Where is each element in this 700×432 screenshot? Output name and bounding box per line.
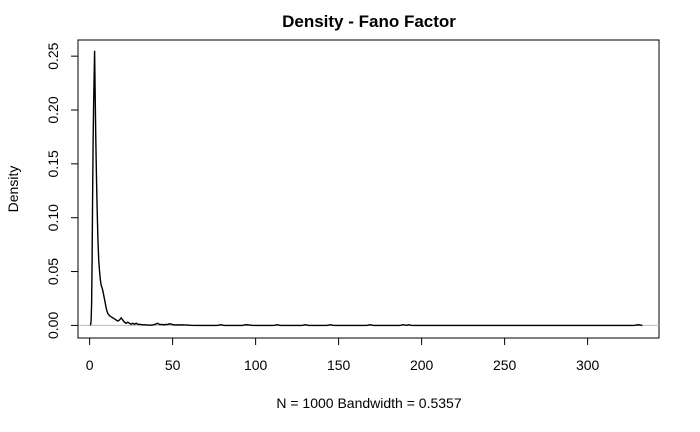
y-tick-label: 0.25 [45,42,61,69]
x-tick-label: 250 [493,357,517,373]
density-curve [89,50,643,327]
x-axis: 0 50 100 150 200 250 300 [86,337,600,373]
x-axis-label: N = 1000 Bandwidth = 0.5357 [276,395,461,411]
chart-title: Density - Fano Factor [282,12,456,31]
x-tick-label: 200 [410,357,434,373]
x-tick-label: 150 [327,357,351,373]
y-tick-label: 0.15 [45,150,61,177]
x-tick-label: 100 [244,357,268,373]
x-tick-label: 300 [576,357,600,373]
y-tick-label: 0.05 [45,258,61,285]
plot-frame [77,39,660,339]
y-tick-label: 0.10 [45,204,61,231]
y-tick-label: 0.20 [45,96,61,123]
x-tick-label: 0 [86,357,94,373]
y-axis: 0.00 0.05 0.10 0.15 0.20 0.25 [45,42,79,339]
y-axis-label: Density [5,166,21,213]
x-tick-label: 50 [165,357,181,373]
y-tick-label: 0.00 [45,312,61,339]
